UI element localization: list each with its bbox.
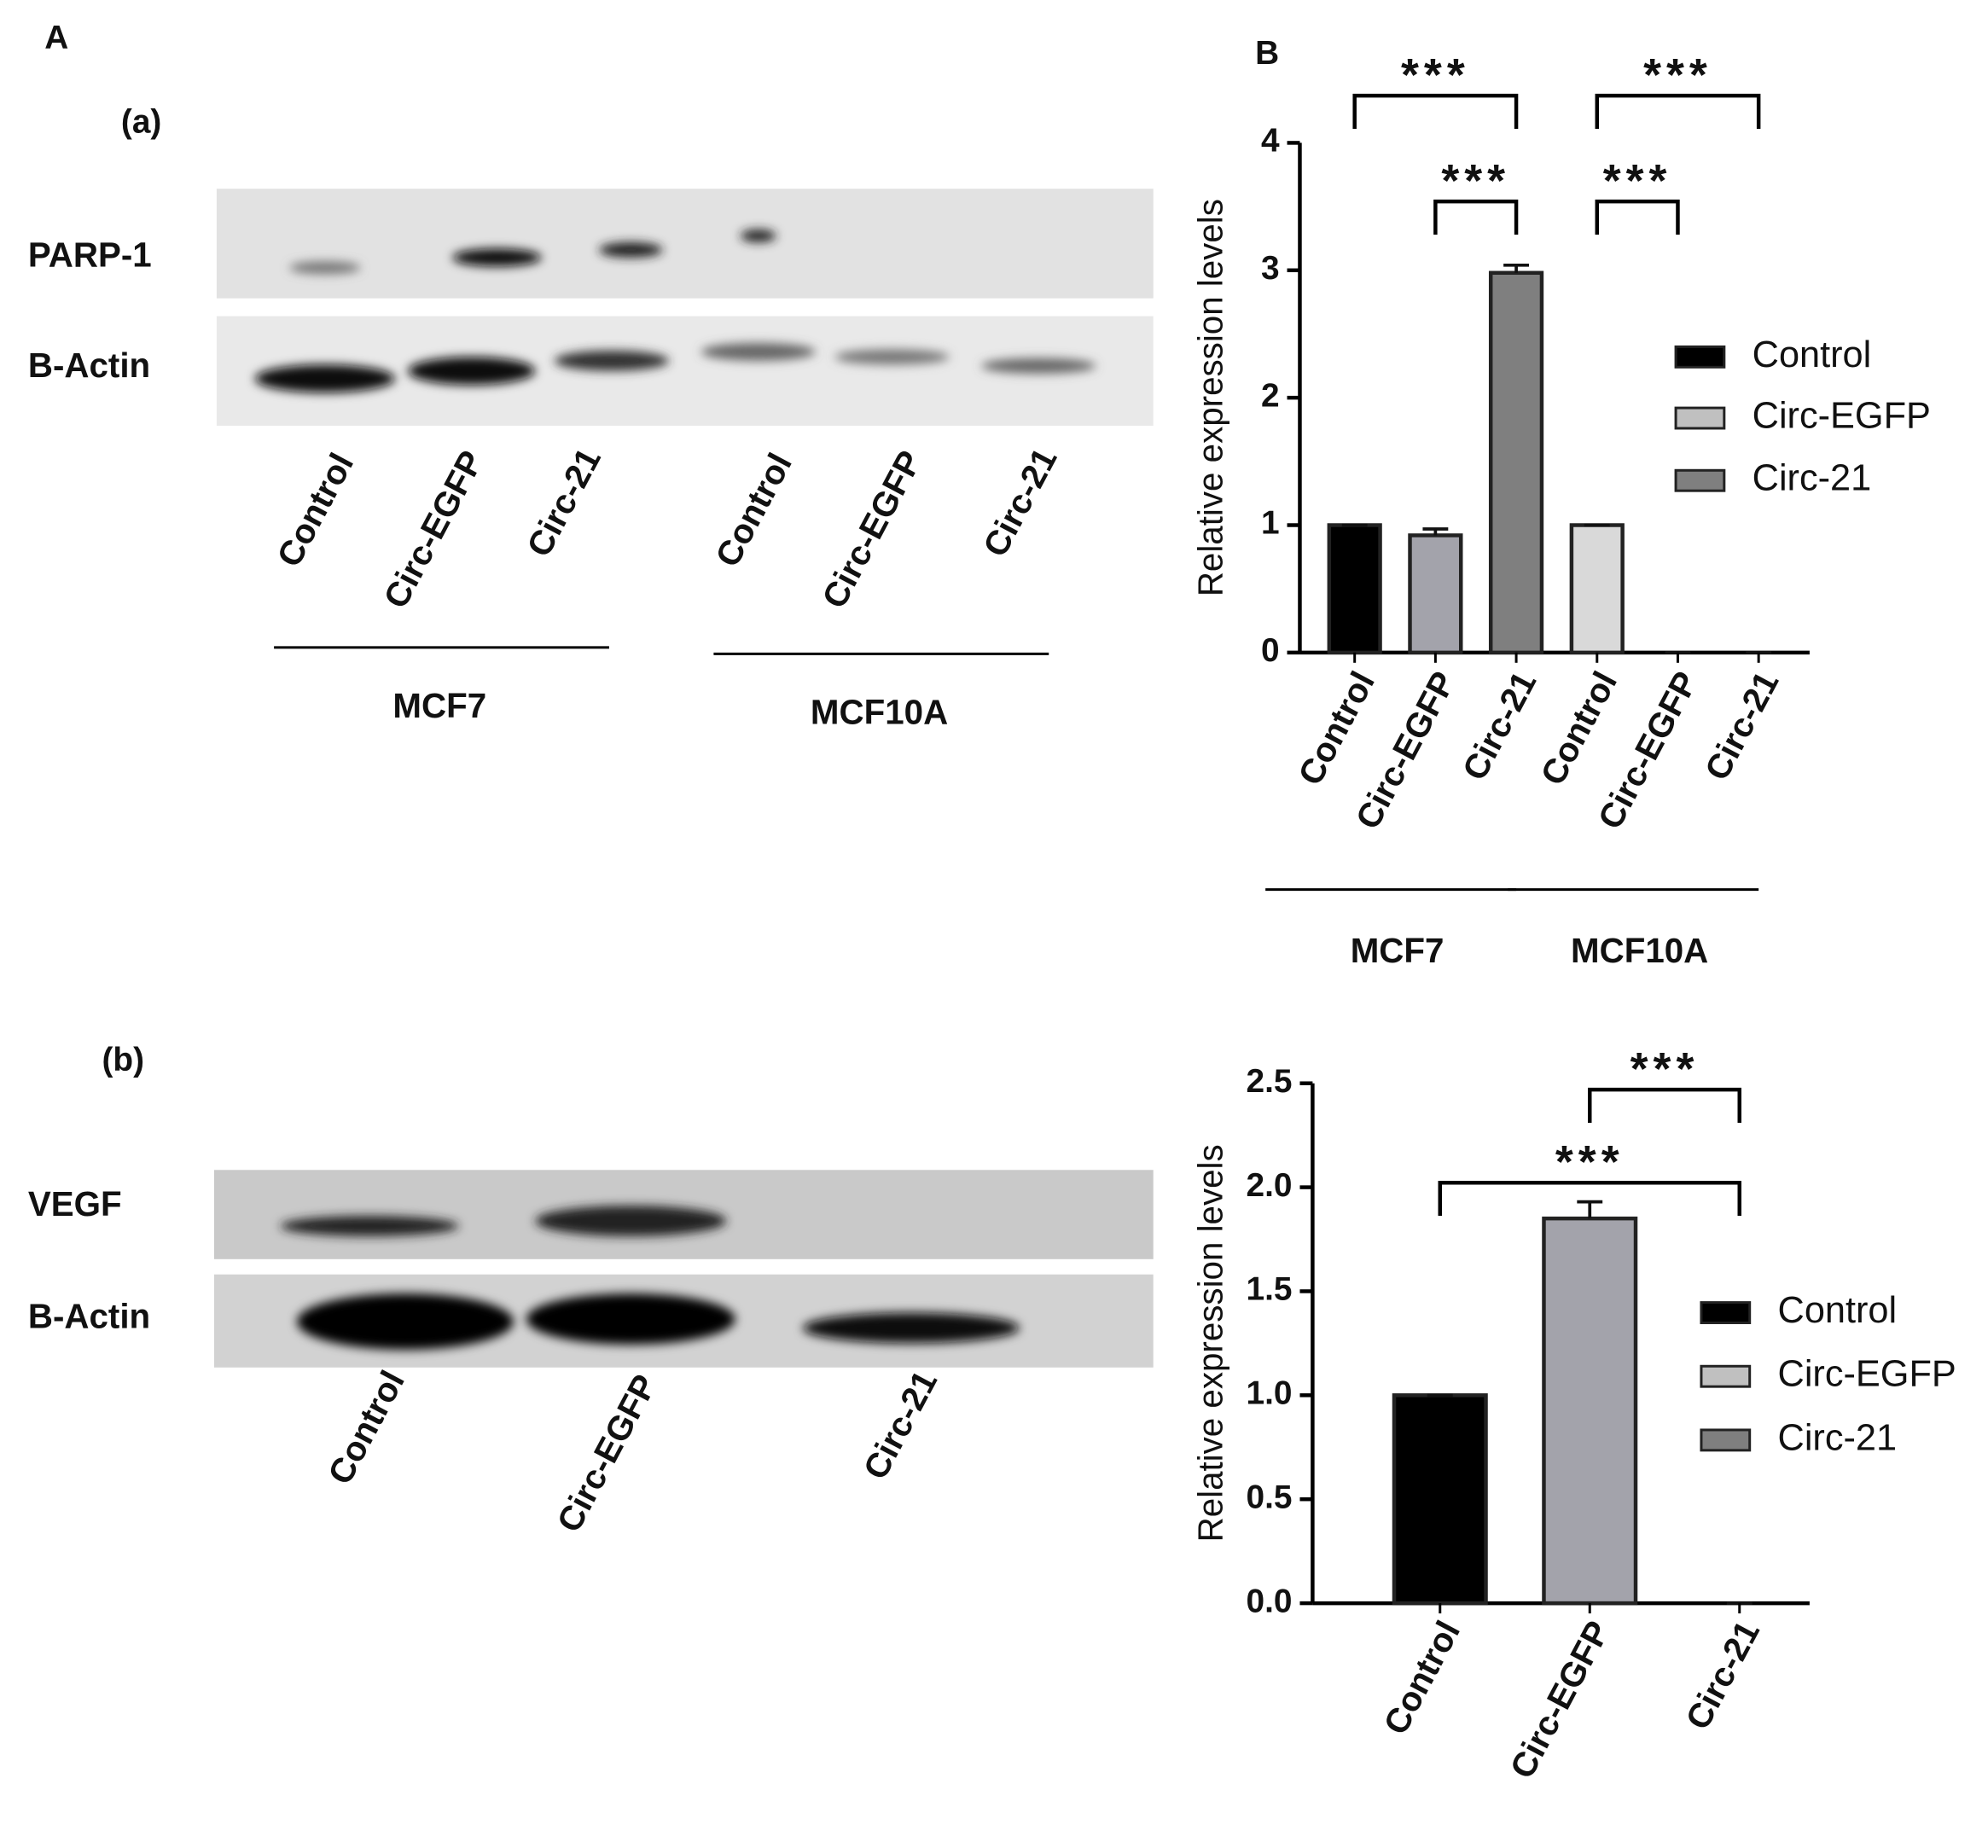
blot-bands [254, 229, 1096, 393]
significance-bracket [1588, 1087, 1741, 1123]
significance-label: *** [1401, 49, 1470, 101]
y-tick-label: 0.0 [1247, 1583, 1293, 1619]
bar [1392, 1393, 1488, 1606]
significance-bracket [1433, 199, 1519, 235]
y-tick-label: 1.0 [1247, 1375, 1293, 1412]
y-tick-label: 1.5 [1247, 1271, 1293, 1308]
y-tick-label: 2.5 [1247, 1063, 1293, 1100]
legend-swatch [1674, 345, 1726, 369]
significance-bracket [1595, 93, 1761, 129]
significance-bracket [1438, 1180, 1741, 1217]
lane-label: Circ-EGFP [814, 444, 929, 614]
row-label: PARP-1 [28, 235, 152, 274]
lane-label: Circ-EGFP [549, 1368, 664, 1538]
x-tick-label: Circ-21 [1677, 1614, 1767, 1735]
blot-strip [216, 189, 1154, 299]
lane-label: Control [269, 446, 361, 572]
y-tick-label: 4 [1261, 123, 1280, 160]
significance-label: *** [1603, 155, 1672, 206]
error-bar [1422, 527, 1449, 536]
y-tick-label: 3 [1261, 250, 1280, 287]
y-axis-label: Relative expression levels [1191, 199, 1230, 596]
row-label: VEGF [28, 1184, 122, 1223]
lane-label: Circ-EGFP [375, 444, 491, 614]
legend-label: Circ-21 [1778, 1417, 1898, 1458]
legend-label: Circ-21 [1753, 458, 1872, 499]
legend-label: Control [1778, 1290, 1898, 1331]
significance-label: *** [1643, 49, 1712, 101]
x-tick-label: Circ-EGFP [1502, 1614, 1617, 1785]
bar [1569, 523, 1625, 655]
group-label: MCF7 [1351, 931, 1444, 970]
significance-label: *** [1631, 1043, 1700, 1095]
error-bar [1503, 263, 1530, 273]
x-tick-label: Circ-21 [1455, 665, 1544, 786]
y-tick-label: 2 [1261, 377, 1280, 414]
bar [1408, 533, 1463, 655]
legend-swatch [1674, 406, 1726, 430]
row-label: B-Actin [28, 1296, 150, 1335]
blot-bands [280, 1206, 1020, 1350]
lane-label: Circ-21 [519, 441, 608, 562]
y-tick-label: 0 [1261, 632, 1280, 669]
x-tick-label: Circ-21 [1697, 665, 1787, 786]
legend-swatch [1700, 1364, 1752, 1388]
significance-bracket [1595, 199, 1680, 235]
significance-label: *** [1441, 155, 1510, 206]
blot-label: (b) [102, 1042, 144, 1078]
lane-label: Control [320, 1364, 412, 1491]
legend-label: Circ-EGFP [1753, 395, 1931, 436]
significance-label: *** [1555, 1136, 1625, 1188]
y-axis-label: Relative expression levels [1191, 1144, 1230, 1542]
lane-label: Control [707, 446, 799, 572]
legend-swatch [1674, 468, 1726, 492]
x-tick-label: Control [1532, 665, 1625, 791]
group-label: MCF7 [392, 686, 486, 725]
y-tick-label: 2.0 [1247, 1167, 1293, 1204]
x-tick-label: Control [1290, 665, 1382, 791]
panel-label: A [44, 20, 68, 56]
lane-label: Circ-21 [855, 1364, 945, 1485]
error-bar [1577, 1200, 1603, 1219]
lane-label: Circ-21 [975, 441, 1065, 562]
legend-label: Control [1753, 334, 1872, 375]
bar [1488, 270, 1544, 655]
y-tick-label: 0.5 [1247, 1479, 1293, 1515]
bar [1542, 1216, 1638, 1606]
x-tick-label: Control [1375, 1614, 1468, 1740]
legend-label: Circ-EGFP [1778, 1354, 1956, 1395]
significance-bracket [1352, 93, 1519, 129]
group-label: MCF10A [811, 693, 948, 732]
blot-label: (a) [121, 103, 161, 140]
bar [1327, 523, 1382, 655]
row-label: B-Actin [28, 346, 150, 385]
group-label: MCF10A [1571, 931, 1708, 970]
legend-swatch [1700, 1301, 1752, 1324]
y-tick-label: 1 [1261, 505, 1280, 542]
panel-label: B [1255, 35, 1279, 72]
legend-swatch [1700, 1428, 1752, 1452]
